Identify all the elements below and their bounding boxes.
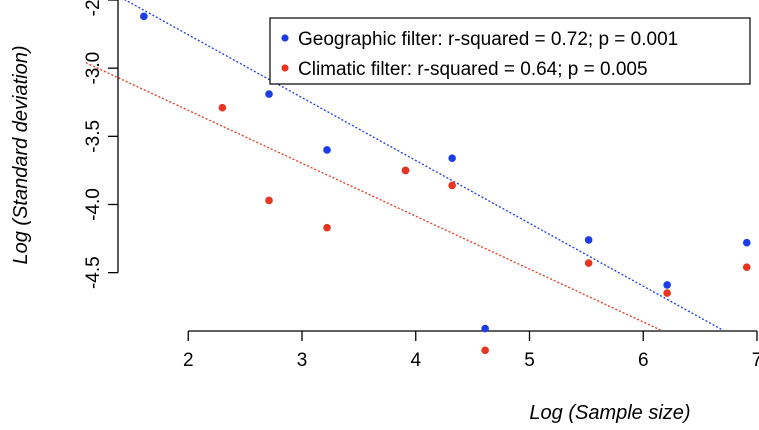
x-tick-label: 7 — [752, 350, 759, 371]
data-point-climatic — [265, 196, 273, 205]
data-point-climatic — [481, 346, 489, 355]
y-tick-label: -3.0 — [83, 52, 104, 85]
x-tick-label: 6 — [638, 350, 649, 371]
legend-box — [269, 17, 751, 85]
data-point-geographic — [323, 146, 331, 154]
legend-label-climatic: Climatic filter: r-squared = 0.64; p = 0… — [298, 59, 648, 80]
data-point-climatic — [584, 259, 593, 267]
data-point-geographic — [663, 281, 671, 289]
x-tick-label: 4 — [410, 350, 421, 371]
data-point-climatic — [323, 223, 331, 232]
x-tick-label: 5 — [524, 350, 535, 371]
data-point-climatic — [448, 181, 456, 190]
y-tick-label: -2.5 — [83, 0, 104, 16]
x-tick-label: 2 — [183, 350, 194, 371]
data-point-climatic — [218, 103, 227, 112]
y-axis-title: Log (Standard deviation) — [10, 45, 32, 264]
data-point-climatic — [663, 289, 671, 297]
x-tick-label: 3 — [297, 350, 308, 371]
data-point-geographic — [742, 238, 751, 247]
y-tick-label: -3.5 — [83, 120, 104, 153]
legend: Geographic filter: r-squared = 0.72; p =… — [269, 17, 751, 85]
data-point-climatic — [401, 166, 410, 175]
legend-marker-geographic — [281, 34, 289, 42]
data-point-climatic — [742, 263, 751, 272]
data-point-geographic — [584, 236, 593, 244]
legend-label-geographic: Geographic filter: r-squared = 0.72; p =… — [298, 29, 678, 50]
fit-line-climatic — [85, 62, 663, 330]
data-point-geographic — [140, 12, 148, 21]
data-point-geographic — [265, 90, 273, 98]
legend-marker-climatic — [281, 64, 289, 72]
x-axis-title: Log (Sample size) — [529, 402, 690, 424]
y-tick-label: -4.0 — [83, 188, 104, 221]
data-point-geographic — [448, 154, 456, 162]
data-point-geographic — [481, 324, 489, 333]
y-tick-label: -4.5 — [83, 256, 104, 289]
